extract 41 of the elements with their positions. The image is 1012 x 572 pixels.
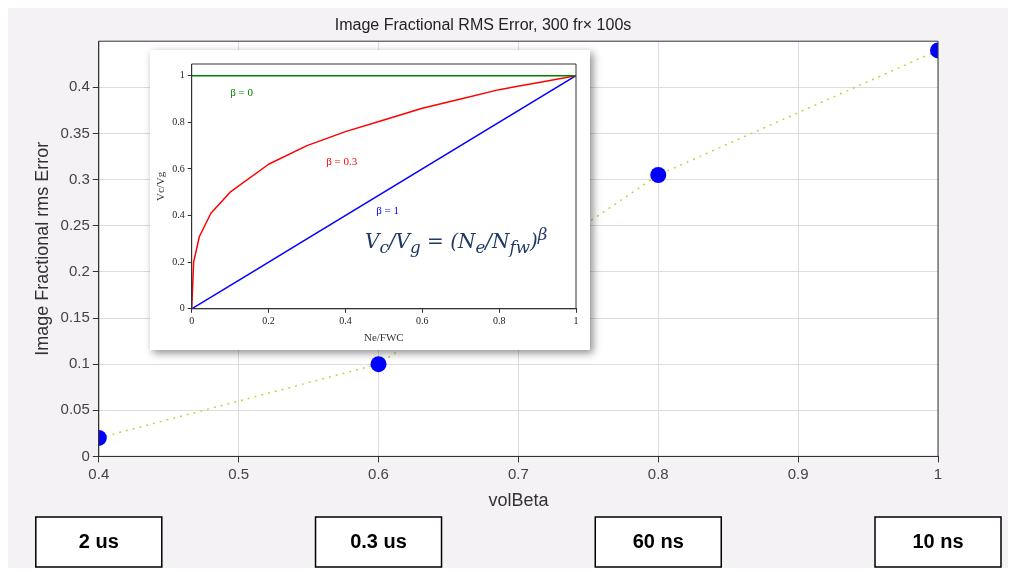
y-tick-label: 0.6 (172, 162, 185, 174)
y-tick-label: 0.8 (172, 115, 185, 127)
x-tick-label: 0.5 (228, 464, 250, 482)
x-tick-label: 0.8 (647, 464, 669, 482)
y-tick-label: 0.05 (60, 400, 90, 418)
x-tick-label: 1 (573, 315, 579, 327)
series-label: β = 0 (230, 86, 254, 99)
y-tick-label: 1 (179, 69, 185, 81)
text: 60 ns (632, 529, 684, 552)
text: 0.3 us (350, 529, 407, 552)
y-tick-label: 0.35 (60, 123, 90, 141)
text: 2 us (78, 529, 119, 552)
x-tick-label: 0.4 (88, 464, 110, 482)
y-tick-label: 0.4 (172, 209, 185, 221)
y-axis-title: Image Fractional rms Error (31, 141, 52, 356)
y-tick-label: 0.15 (60, 308, 90, 326)
y-tick-label: 0.4 (68, 77, 90, 95)
x-tick-label: 1 (933, 464, 943, 482)
x-axis-title: volBeta (488, 490, 550, 511)
x-tick-label: 0.8 (492, 315, 506, 327)
x-axis-title: Ne/FWC (363, 331, 404, 344)
y-axis-title: Vc/Vg (154, 171, 167, 202)
text: V$_{c}$/V$_{g}$ = (N$_{e}$/N$_{fw}$)$^{β}$ (365, 225, 548, 257)
y-tick-label: 0.3 (68, 169, 90, 187)
y-tick-label: 0.25 (60, 215, 90, 233)
series-label: β = 0.3 (326, 154, 358, 167)
x-tick-label: 0.4 (339, 315, 352, 327)
series-label: β = 1 (376, 203, 399, 216)
x-tick-label: 0.6 (368, 464, 389, 482)
text: 10 ns (912, 529, 964, 552)
y-tick-label: 0.2 (172, 255, 185, 267)
x-tick-label: 0.6 (416, 315, 429, 327)
y-tick-label: 0 (81, 446, 90, 464)
y-tick-label: 0 (179, 302, 185, 314)
y-tick-label: 0.1 (68, 354, 90, 372)
x-tick-label: 0.2 (262, 315, 275, 327)
x-tick-label: 0.9 (787, 464, 809, 482)
y-tick-label: 0.2 (68, 262, 90, 280)
chart-title: Image Fractional RMS Error, 300 fr× 100s (334, 16, 632, 34)
x-tick-label: 0 (189, 315, 195, 327)
x-tick-label: 0.7 (507, 464, 529, 482)
